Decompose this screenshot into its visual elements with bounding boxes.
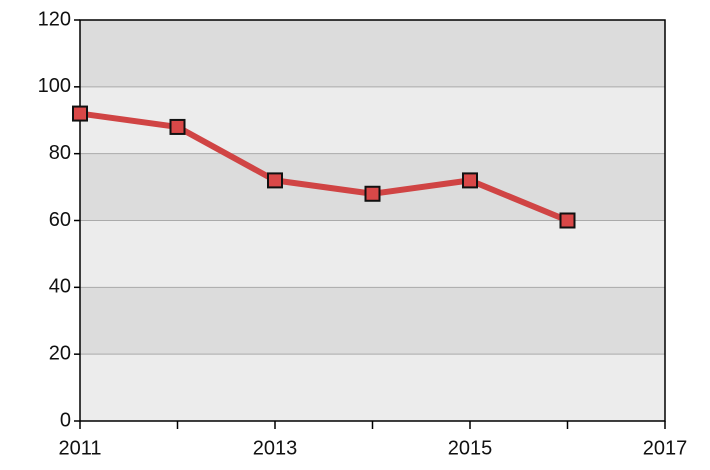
x-tick-label: 2017 — [643, 437, 688, 459]
plot-band — [80, 86, 665, 154]
y-tick-label: 60 — [49, 209, 71, 231]
point-marker — [462, 172, 478, 189]
plot-band — [80, 354, 665, 421]
point-marker — [364, 185, 381, 202]
y-tick-label: 20 — [49, 342, 71, 364]
y-tick-label: 40 — [49, 276, 71, 298]
plot-band — [80, 20, 665, 87]
x-tick-label: 2011 — [58, 437, 101, 459]
series-line — [79, 110, 569, 224]
y-tick-label: 120 — [38, 8, 71, 30]
y-tick-label: 100 — [38, 75, 71, 97]
point-marker — [559, 212, 576, 229]
point-marker — [267, 172, 283, 189]
y-tick-label: 80 — [49, 142, 71, 164]
plot-band — [80, 287, 665, 355]
point-marker — [169, 118, 186, 135]
y-tick-label: 0 — [60, 409, 71, 431]
point-marker — [72, 105, 88, 122]
x-tick-label: 2015 — [448, 437, 493, 459]
plot-band — [80, 220, 665, 288]
x-tick-label: 2013 — [253, 437, 298, 459]
